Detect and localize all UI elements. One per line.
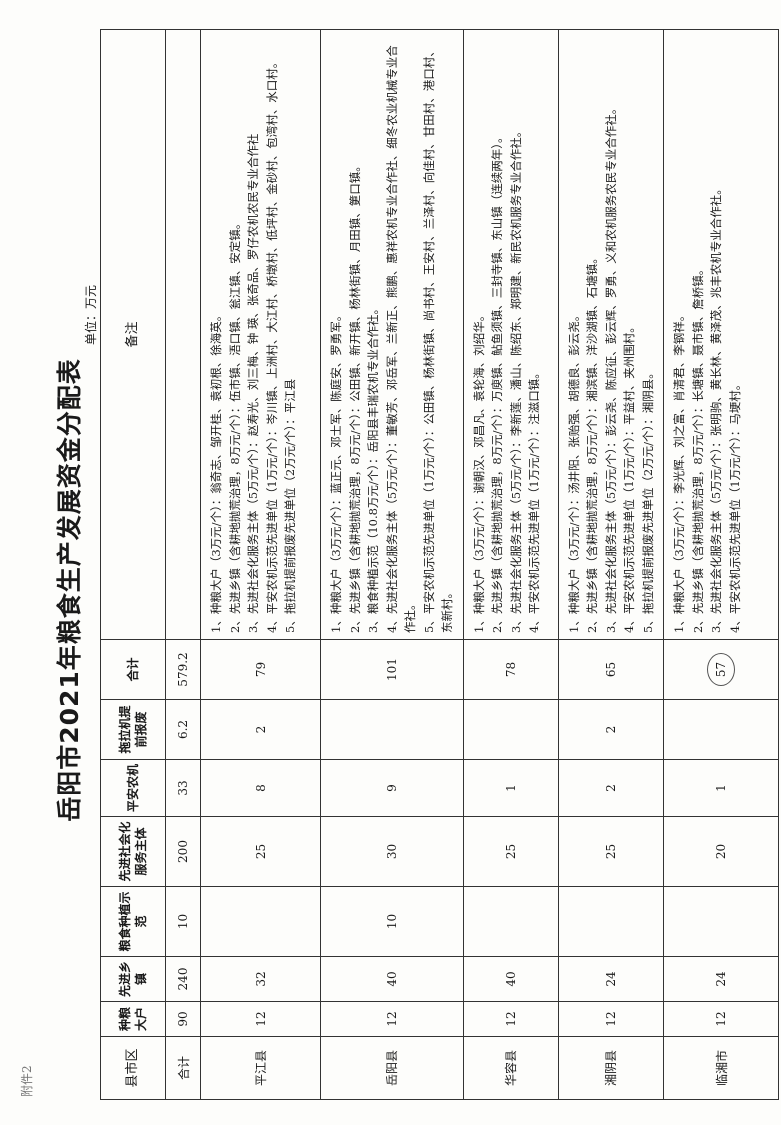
table-row: 岳阳县 12 40 10 30 9 101 1、种粮大户（3万元/个）：蓝正元、邓士军、陈庭安…: [320, 29, 463, 1100]
cell-grain-households: 12: [463, 1001, 558, 1037]
cell-tractor-scrap: 2: [200, 699, 321, 760]
cell-tractor-scrap: [320, 699, 463, 760]
cell-notes: [165, 29, 201, 640]
cell-grain-demo: [663, 886, 779, 957]
cell-social-service: 20: [663, 816, 779, 887]
cell-grain-demo: [463, 886, 558, 957]
note-line: 3、先进社会化服务主体（5万元/个）：赵寿光、刘三梅、钟 瑛、张奇品、罗仔农机农…: [246, 133, 260, 633]
note-line: 1、种粮大户（3万元/个）：蓝正元、邓士军、陈庭安、罗勇军。: [329, 309, 343, 633]
note-line: 5、拖拉机提前报废先进单位（2万元/个）：湘阴县。: [640, 367, 655, 633]
unit-label: 单位：万元: [84, 284, 98, 345]
note-line: 2、先进乡镇（含耕地抛荒治理，8万元/个）：长塘镇、聂市镇、詹桥镇。: [690, 263, 705, 633]
note-line: 2、先进乡镇（含耕地抛荒治理，8万元/个）：湘滨镇、洋沙湖镇、石塘镇。: [585, 252, 599, 633]
cell-grain-demo: 10: [320, 886, 463, 957]
table-row: 临湘市 12 24 20 1 57 1、种粮大户（3万元/个）：李光辉、刘之富、肖清君、李钢…: [663, 29, 779, 1100]
header-advanced-towns: 先进乡镇: [100, 956, 166, 1002]
cell-tractor-scrap: [463, 699, 558, 760]
cell-tractor-scrap: 2: [558, 699, 664, 760]
note-line: 2、先进乡镇（含耕地抛荒治理，8万元/个）：公田镇、新开镇、杨林街镇、月田镇、筻…: [347, 160, 362, 633]
note-line: 2、先进乡镇（含耕地抛荒治理，8万元/个）：伍市镇、浯口镇、瓮江镇、安定镇。: [227, 217, 242, 633]
note-line: 4、先进社会化服务主体（5万元/个）：董敏芳、邓岳军、兰新正、熊鹏、惠祥农机专业…: [384, 45, 418, 633]
header-social-service: 先进社会化服务主体: [100, 816, 166, 887]
cell-total: 101: [320, 639, 463, 700]
header-total: 合计: [100, 639, 166, 700]
cell-social-service: 200: [165, 816, 201, 887]
allocation-table: 县市区 种粮大户 先进乡镇 粮食种植示范 先进社会化服务主体 平安农机 拖拉机提…: [100, 29, 779, 1100]
table-row: 湘阴县 12 24 25 2 2 65 1、种粮大户（3万元/个）：汤井阳、张贻强、胡德良、彭…: [558, 29, 664, 1100]
note-line: 4、平安农机示范先进单位（1万元/个）：岑川镇、上洲村、大江村、桥墩村、低坪村、…: [264, 56, 279, 633]
table-row: 平江县 12 32 25 8 2 79 1、种粮大户（3万元/个）：翁奇志、邹开桂、袁初根、徐…: [200, 29, 321, 1100]
cell-safe-machinery: 2: [558, 759, 664, 817]
header-grain-demo: 粮食种植示范: [100, 886, 166, 957]
cell-grain-households: 90: [165, 1001, 201, 1037]
note-line: 4、平安农机示范先进单位（1万元/个）：平益村、夹州围村。: [622, 321, 636, 633]
cell-social-service: 30: [320, 816, 463, 887]
cell-safe-machinery: 9: [320, 759, 463, 817]
cell-grain-households: 12: [320, 1001, 463, 1037]
header-grain-households: 种粮大户: [100, 1001, 166, 1037]
table-row: 合计 90 240 10 200 33 6.2 579.2: [165, 29, 201, 1100]
cell-advanced-towns: 32: [200, 956, 321, 1002]
attachment-label: 附件2: [20, 1065, 34, 1097]
header-tractor-scrap: 拖拉机提前报废: [100, 699, 166, 760]
cell-advanced-towns: 40: [463, 956, 558, 1002]
cell-total: 79: [200, 639, 321, 700]
note-line: 5、拖拉机提前报废先进单位（2万元/个）：平江县: [283, 378, 297, 633]
cell-notes: 1、种粮大户（3万元/个）：蓝正元、邓士军、陈庭安、罗勇军。 2、先进乡镇（含耕地…: [320, 29, 463, 640]
cell-county: 岳阳县: [320, 1036, 463, 1100]
cell-safe-machinery: 8: [200, 759, 321, 817]
note-line: 2、先进乡镇（含耕地抛荒治理，8万元/个）：万庾镇、鲇鱼须镇、三封寺镇、东山镇（…: [490, 131, 504, 633]
cell-county: 临湘市: [663, 1036, 779, 1100]
header-notes: 备注: [100, 29, 166, 640]
cell-grain-households: 12: [558, 1001, 664, 1037]
cell-total: 78: [463, 639, 558, 700]
cell-total: 57: [663, 639, 779, 700]
note-line: 4、平安农机示范先进单位（1万元/个）：注滋口镇。: [527, 367, 541, 633]
cell-grain-demo: [200, 886, 321, 957]
note-line: 1、种粮大户（3万元/个）：翁奇志、邹开桂、袁初根、徐海英。: [209, 309, 223, 633]
note-line: 5、平安农机示范先进单位（1万元/个）：公田镇、杨林街镇、尚书村、王安村、兰泽村…: [421, 45, 455, 633]
cell-advanced-towns: 240: [165, 956, 201, 1002]
note-line: 3、先进社会化服务主体（5万元/个）：李新莲、潘山、陈绍东、郑明建、新民农机服务…: [508, 125, 523, 633]
note-line: 3、先进社会化服务主体（5万元/个）：彭云尧、陈应征、彭云辉、罗勇、义和农机服务…: [603, 102, 618, 633]
cell-social-service: 25: [200, 816, 321, 887]
cell-grain-demo: 10: [165, 886, 201, 957]
cell-total: 579.2: [165, 639, 201, 700]
cell-safe-machinery: 33: [165, 759, 201, 817]
cell-advanced-towns: 40: [320, 956, 463, 1002]
cell-advanced-towns: 24: [663, 956, 779, 1002]
header-safe-machinery: 平安农机: [100, 759, 166, 817]
cell-notes: 1、种粮大户（3万元/个）：翁奇志、邹开桂、袁初根、徐海英。 2、先进乡镇（含耕地…: [200, 29, 321, 640]
cell-tractor-scrap: 6.2: [165, 699, 201, 760]
note-line: 1、种粮大户（3万元/个）：谢朝汉、邓昌凡、袁轮海、刘绍华。: [471, 309, 486, 633]
table-row: 华容县 12 40 25 1 78 1、种粮大户（3万元/个）：谢朝汉、邓昌凡、袁轮海、刘绍…: [463, 29, 558, 1100]
cell-social-service: 25: [463, 816, 558, 887]
cell-notes: 1、种粮大户（3万元/个）：李光辉、刘之富、肖清君、李钢祥。 2、先进乡镇（含耕地…: [663, 29, 779, 640]
note-line: 1、种粮大户（3万元/个）：李光辉、刘之富、肖清君、李钢祥。: [672, 309, 686, 633]
note-line: 1、种粮大户（3万元/个）：汤井阳、张贻强、胡德良、彭云尧。: [566, 309, 581, 633]
cell-county: 平江县: [200, 1036, 321, 1100]
cell-safe-machinery: 1: [663, 759, 779, 817]
page-title: 岳阳市2021年粮食生产发展资金分配表: [55, 358, 84, 822]
circled-total: 57: [707, 652, 735, 687]
cell-tractor-scrap: [663, 699, 779, 760]
note-line: 3、粮食种植示范（10.8万元/个）：岳阳县丰瑞农机专业合作社。: [366, 302, 380, 633]
cell-advanced-towns: 24: [558, 956, 664, 1002]
header-row: 县市区 种粮大户 先进乡镇 粮食种植示范 先进社会化服务主体 平安农机 拖拉机提…: [100, 29, 166, 1100]
cell-notes: 1、种粮大户（3万元/个）：谢朝汉、邓昌凡、袁轮海、刘绍华。 2、先进乡镇（含耕地…: [463, 29, 558, 640]
header-county: 县市区: [100, 1036, 166, 1100]
cell-county: 湘阴县: [558, 1036, 664, 1100]
cell-safe-machinery: 1: [463, 759, 558, 817]
note-line: 4、平安农机示范先进单位（1万元/个）：马埂村。: [727, 378, 742, 633]
cell-grain-households: 12: [663, 1001, 779, 1037]
cell-county: 合计: [165, 1036, 201, 1100]
cell-social-service: 25: [558, 816, 664, 887]
note-line: 3、先进社会化服务主体（5万元/个）：张明驹、黄长林、黄泽茂、兆丰农机专业合作社…: [709, 183, 723, 633]
cell-grain-households: 12: [200, 1001, 321, 1037]
cell-total: 65: [558, 639, 664, 700]
cell-county: 华容县: [463, 1036, 558, 1100]
cell-notes: 1、种粮大户（3万元/个）：汤井阳、张贻强、胡德良、彭云尧。 2、先进乡镇（含耕地…: [558, 29, 664, 640]
cell-grain-demo: [558, 886, 664, 957]
